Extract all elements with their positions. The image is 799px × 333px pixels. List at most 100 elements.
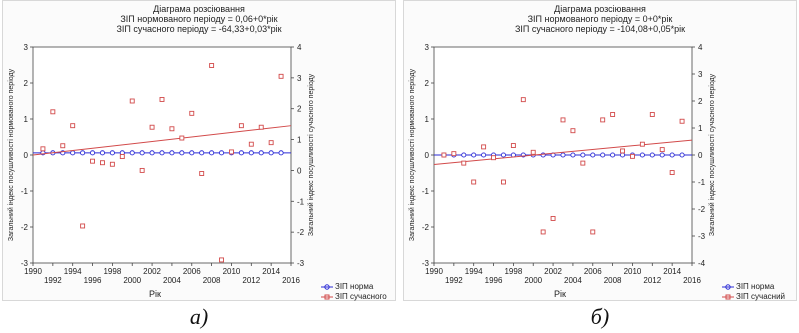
x-tick-label-bottom: 2012 — [643, 276, 661, 285]
chart-subtitle-1: ЗІП нормованого періоду = 0,06+0*рік — [120, 14, 278, 24]
right-y-tick-label: 1 — [297, 136, 302, 145]
x-tick-label-top: 1990 — [425, 267, 443, 276]
right-y-tick-label: 3 — [297, 74, 302, 83]
right-y-tick-label: 0 — [297, 166, 302, 175]
norm-point — [248, 150, 254, 156]
current-point — [109, 161, 115, 167]
left-y-axis-label: Загальний індекс посушливості нормованог… — [408, 68, 416, 241]
left-y-tick-label: 0 — [425, 151, 430, 160]
current-point — [590, 229, 596, 235]
x-tick-label-top: 2006 — [584, 267, 602, 276]
legend-norm-label: ЗІП норма — [335, 282, 374, 291]
current-point — [169, 126, 175, 132]
current-point — [40, 146, 46, 152]
left-y-tick-label: -2 — [21, 223, 29, 232]
norm-point — [89, 150, 96, 156]
caption-b: б) — [590, 304, 610, 329]
left-y-tick-label: 3 — [24, 43, 29, 52]
current-point — [639, 141, 645, 147]
norm-point — [649, 152, 655, 158]
norm-point — [99, 150, 106, 156]
norm-point — [189, 150, 195, 156]
x-tick-label-top: 1994 — [64, 267, 82, 276]
norm-point — [268, 150, 274, 156]
legend-current-label: ЗІП сучасного — [335, 292, 387, 301]
norm-point — [238, 150, 244, 156]
legend-current-marker-icon — [722, 294, 734, 300]
x-tick-label-top: 2014 — [663, 267, 681, 276]
norm-point — [199, 150, 205, 156]
chart-panel-b: -3 -2 -1 0 1 2 3 -4 -3 -2 -1 0 1 2 3 4 1990 1994 1998 2002 2… — [403, 0, 797, 301]
current-point — [530, 149, 536, 155]
x-tick-label-bottom: 2012 — [242, 276, 260, 285]
current-point — [248, 141, 254, 147]
norm-point — [481, 152, 487, 158]
current-point — [580, 160, 586, 166]
current-point — [80, 223, 86, 229]
current-point — [649, 112, 655, 117]
norm-point — [619, 152, 626, 158]
x-tick-label-bottom: 2004 — [564, 276, 582, 285]
right-y-tick-label: -2 — [297, 228, 305, 237]
norm-point — [471, 152, 477, 158]
x-tick-label-bottom: 1992 — [445, 276, 463, 285]
current-point — [238, 123, 244, 129]
x-tick-label-top: 2006 — [183, 267, 201, 276]
current-point — [179, 135, 185, 141]
x-tick-label-bottom: 2004 — [163, 276, 181, 285]
right-y-tick-label: 2 — [698, 97, 703, 106]
left-y-tick-label: 1 — [24, 115, 29, 124]
caption-a: а) — [189, 304, 209, 329]
left-y-tick-label: -1 — [422, 187, 430, 196]
left-y-tick-label: -3 — [422, 259, 430, 268]
current-point — [219, 257, 224, 263]
right-y-tick-label: 4 — [297, 43, 302, 52]
norm-point — [461, 152, 467, 158]
x-tick-label-top: 2010 — [624, 267, 642, 276]
norm-point — [600, 152, 606, 158]
current-point — [159, 97, 165, 102]
current-point — [258, 124, 264, 130]
current-point — [268, 140, 274, 146]
x-tick-label-bottom: 2000 — [123, 276, 141, 285]
left-y-axis-label: Загальний індекс посушливості нормованог… — [7, 68, 15, 241]
current-point — [70, 123, 76, 129]
norm-point — [679, 152, 685, 158]
norm-point — [209, 150, 215, 156]
right-y-tick-label: 4 — [698, 43, 703, 52]
norm-point — [129, 150, 135, 156]
current-point — [520, 97, 526, 103]
current-point — [560, 117, 566, 123]
norm-point — [659, 152, 665, 158]
x-tick-label-bottom: 2016 — [282, 276, 300, 285]
x-tick-label-bottom: 2000 — [524, 276, 542, 285]
current-point — [50, 109, 56, 115]
norm-point — [169, 150, 175, 156]
x-tick-label-bottom: 2016 — [683, 276, 701, 285]
legend-item-current: ЗІП сучасний — [722, 292, 785, 302]
current-point — [119, 154, 125, 159]
left-y-tick-label: 2 — [425, 79, 430, 88]
norm-point — [580, 152, 586, 158]
current-point — [570, 128, 576, 134]
current-point — [510, 143, 516, 149]
x-axis-label: Рік — [554, 289, 566, 299]
x-tick-label-top: 2002 — [544, 267, 562, 276]
legend-norm-marker-icon — [321, 284, 333, 290]
x-tick-label-bottom: 1996 — [84, 276, 102, 285]
legend-norm-marker-icon — [722, 284, 734, 290]
current-point — [199, 171, 205, 176]
current-point — [630, 153, 635, 159]
chart-subtitle-2: ЗІП сучасного періоду = -64,33+0,03*рік — [116, 24, 282, 34]
legend: ЗІП норма ЗІП сучасного — [321, 282, 387, 302]
current-point — [60, 143, 66, 149]
norm-point — [590, 152, 596, 158]
norm-point — [70, 150, 76, 156]
x-axis-label: Рік — [149, 289, 161, 299]
right-y-axis-label: Загальний індекс посушливості сучасного … — [307, 73, 315, 236]
chart-title: Діаграма розсіювання — [153, 4, 245, 14]
current-point — [679, 118, 685, 124]
current-point — [491, 155, 496, 161]
norm-point — [139, 150, 145, 156]
